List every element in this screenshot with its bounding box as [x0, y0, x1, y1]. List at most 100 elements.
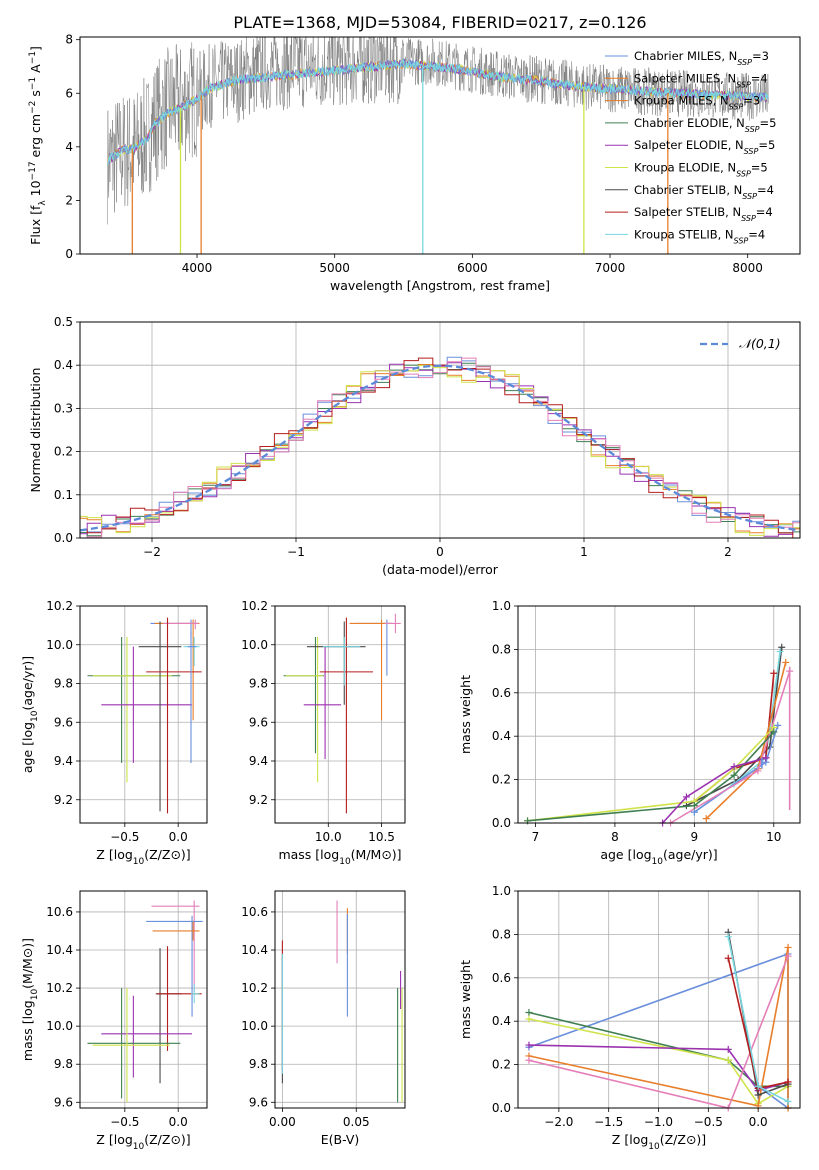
- axes-frame: [79, 605, 208, 824]
- x-tick-label: 10.0: [315, 830, 342, 844]
- plus-marker: [754, 1082, 762, 1090]
- plus-marker: [702, 815, 710, 823]
- y-tick-label: 9.8: [249, 677, 268, 691]
- x-axis-label: Z [log10(Z/Z⊙)]: [96, 847, 190, 867]
- legend-label: Kroupa STELIB, NSSP=4: [634, 227, 765, 245]
- axes-frame: [274, 605, 406, 824]
- figure-title: PLATE=1368, MJD=53084, FIBERID=0217, z=0…: [233, 13, 646, 32]
- y-tick-label: 0.6: [492, 971, 511, 985]
- x-tick-label: −1: [287, 545, 305, 559]
- weight-series-line: [528, 1018, 789, 1105]
- x-tick-label: −0.5: [694, 1115, 723, 1129]
- plus-marker: [770, 669, 778, 677]
- y-tick-label: 0: [65, 247, 73, 261]
- y-tick-label: 10.2: [241, 981, 268, 995]
- x-axis-label: Z [log10(Z/Z⊙)]: [612, 1132, 706, 1152]
- y-tick-label: 0.0: [492, 816, 511, 830]
- x-axis-label: mass [log10(M/M⊙)]: [278, 847, 401, 867]
- y-tick-label: 10.4: [46, 943, 73, 957]
- plus-marker: [690, 808, 698, 816]
- y-tick-label: 0.5: [54, 315, 73, 329]
- y-tick-label: 0.6: [492, 686, 511, 700]
- legend-label: Salpeter MILES, NSSP=4: [634, 71, 768, 89]
- y-tick-label: 10.0: [241, 1019, 268, 1033]
- y-axis-label: Normed distribution: [28, 368, 43, 493]
- plus-marker: [724, 933, 732, 941]
- spectrum-plot-area: [107, 37, 769, 254]
- y-tick-label: 0.4: [492, 1014, 511, 1028]
- y-tick-label: 9.8: [249, 1057, 268, 1071]
- y-tick-label: 9.4: [54, 754, 73, 768]
- plus-marker: [754, 767, 762, 775]
- y-tick-label: 9.8: [54, 677, 73, 691]
- plus-marker: [724, 954, 732, 962]
- y-tick-label: 4: [65, 140, 73, 154]
- y-tick-label: 0.2: [54, 445, 73, 459]
- y-tick-label: 9.2: [54, 793, 73, 807]
- x-tick-label: 2: [724, 545, 732, 559]
- y-tick-label: 10.0: [241, 638, 268, 652]
- y-tick-label: 6: [65, 86, 73, 100]
- x-tick-label: 9: [691, 830, 699, 844]
- y-tick-label: 1.0: [492, 884, 511, 898]
- plus-marker: [724, 1045, 732, 1053]
- legend-label: Chabrier ELODIE, NSSP=5: [634, 116, 776, 133]
- y-tick-label: 10.2: [46, 599, 73, 613]
- panel-plot-area: [87, 900, 203, 1103]
- y-tick-label: 0.8: [492, 642, 511, 656]
- x-tick-label: 4000: [182, 261, 213, 275]
- plus-marker: [784, 943, 792, 951]
- weight-vs-metallicity-panel: −2.0 −1.5 −1.0 −0.5 0.0 0.0 0.2 0.4 0.6 0.8 1.0 Z […: [458, 884, 801, 1152]
- y-tick-label: 9.6: [249, 1095, 268, 1109]
- y-tick-label: 10.0: [46, 1019, 73, 1033]
- y-tick-label: 10.4: [241, 943, 268, 957]
- legend-label: Kroupa MILES, NSSP=3: [634, 94, 760, 112]
- panel-plot-area: [283, 613, 401, 814]
- y-axis-label: mass [log10(M/M⊙)]: [20, 938, 40, 1061]
- plus-marker: [770, 728, 778, 736]
- plus-marker: [682, 793, 690, 801]
- residuals-panel: −2 −1 0 1 2 0.0 0.1 0.2 0.3 0.4 0.5 (data-model)/er…: [28, 315, 801, 577]
- legend-label: Chabrier MILES, NSSP=3: [634, 49, 769, 67]
- x-tick-label: 7000: [595, 261, 626, 275]
- y-tick-label: 9.4: [249, 754, 268, 768]
- x-tick-label: 5000: [319, 261, 350, 275]
- plus-marker: [525, 1009, 533, 1017]
- x-axis-label: Z [log10(Z/Z⊙)]: [96, 1132, 190, 1152]
- plus-marker: [690, 802, 698, 810]
- x-tick-label: 10.5: [368, 830, 395, 844]
- plus-marker: [730, 763, 738, 771]
- y-tick-label: 0.3: [54, 401, 73, 415]
- y-tick-label: 9.6: [249, 715, 268, 729]
- y-axis-label: mass weight: [458, 960, 473, 1039]
- x-tick-label: 8: [611, 830, 619, 844]
- y-tick-label: 9.2: [249, 793, 268, 807]
- weight-series-line: [527, 731, 775, 822]
- legend-label: Salpeter ELODIE, NSSP=5: [634, 138, 775, 156]
- x-tick-label: 6000: [457, 261, 488, 275]
- axes-frame: [79, 890, 208, 1109]
- spectrum-panel: 4000 5000 6000 7000 8000 0 2 4 6 8 wavelength [Ang…: [28, 33, 801, 293]
- y-tick-label: 10.6: [46, 905, 73, 919]
- y-axis-label: age [log10(age/yr)]: [20, 656, 40, 773]
- y-tick-label: 1.0: [492, 599, 511, 613]
- x-tick-label: 0.00: [269, 1115, 296, 1129]
- y-tick-label: 0.8: [492, 927, 511, 941]
- plus-marker: [782, 658, 790, 666]
- x-tick-label: −1.0: [644, 1115, 673, 1129]
- x-tick-label: 8000: [732, 261, 763, 275]
- weight-series-line: [662, 757, 767, 824]
- x-tick-label: 1: [580, 545, 588, 559]
- x-tick-label: 0.0: [169, 1115, 188, 1129]
- x-tick-label: −2.0: [544, 1115, 573, 1129]
- plus-marker: [778, 643, 786, 651]
- x-tick-label: 0.0: [749, 1115, 768, 1129]
- plus-marker: [784, 1097, 792, 1105]
- weight-series-line: [528, 947, 789, 1108]
- y-tick-label: 0.4: [492, 729, 511, 743]
- histogram-step-line: [80, 362, 800, 537]
- y-tick-label: 9.8: [54, 1057, 73, 1071]
- y-tick-label: 0.4: [54, 358, 73, 372]
- y-tick-label: 10.2: [46, 981, 73, 995]
